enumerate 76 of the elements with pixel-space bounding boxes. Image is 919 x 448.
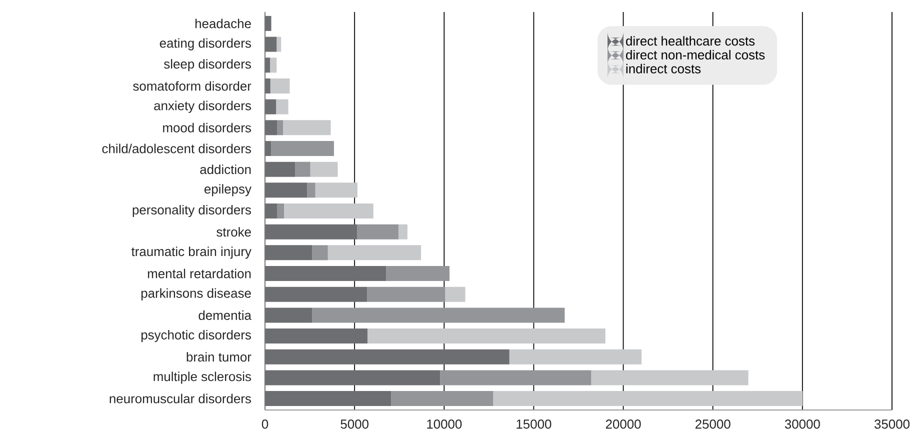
y-tick-label: anxiety disorders <box>154 100 251 113</box>
bar <box>277 204 284 219</box>
y-tick-label: eating disorders <box>160 38 251 50</box>
bar <box>270 78 290 94</box>
y-tick-label: traumatic brain injury <box>131 246 252 259</box>
bar <box>315 182 358 198</box>
bar <box>265 391 392 406</box>
bar <box>265 120 278 136</box>
bar <box>265 224 358 240</box>
bar <box>398 224 408 240</box>
legend-label: direct non-medical costs <box>626 50 765 60</box>
y-tick-label: stroke <box>216 227 251 237</box>
bar <box>493 391 803 406</box>
bar <box>265 36 277 52</box>
bar <box>440 370 592 386</box>
bar <box>265 16 272 31</box>
bar <box>271 140 334 156</box>
bar <box>265 204 278 219</box>
x-tick-label: 25000 <box>696 420 730 429</box>
y-tick-label: personality disorders <box>132 204 251 218</box>
bar <box>270 58 277 73</box>
bar <box>276 36 282 52</box>
y-tick-label: somatoform disorder <box>133 81 252 91</box>
legend-label: indirect costs <box>626 64 701 74</box>
bar <box>386 266 450 282</box>
x-tick-label: 35000 <box>874 420 910 429</box>
bar <box>591 370 748 386</box>
bar <box>265 182 308 198</box>
y-tick-label: multiple sclerosis <box>154 372 251 384</box>
bar <box>265 328 368 344</box>
x-tick-label: 0 <box>262 420 268 429</box>
bar <box>265 99 276 114</box>
y-tick-label: addiction <box>200 164 251 174</box>
bar <box>265 286 368 302</box>
bar <box>367 286 446 302</box>
bar <box>265 78 270 94</box>
x-tick-label: 10000 <box>427 420 462 429</box>
y-tick-label: mental retardation <box>148 268 251 278</box>
x-tick-label: 20000 <box>606 420 641 429</box>
bar <box>265 162 296 177</box>
y-tick-label: dementia <box>198 310 252 320</box>
bar <box>509 349 642 364</box>
legend-label: direct healthcare costs <box>626 36 755 46</box>
bar <box>295 162 310 177</box>
bar <box>312 245 328 260</box>
bar <box>310 162 338 177</box>
bar <box>284 204 374 219</box>
bar <box>328 245 422 260</box>
y-tick-label: epilepsy <box>204 184 252 196</box>
bar <box>265 58 270 73</box>
y-tick-label: psychotic disorders <box>141 330 251 342</box>
bar <box>367 328 606 344</box>
bar <box>283 120 331 136</box>
bar <box>312 308 565 323</box>
bar <box>265 245 312 260</box>
bar <box>391 391 494 406</box>
bar <box>445 286 466 302</box>
x-tick-label: 15000 <box>516 420 552 429</box>
bar <box>276 99 288 114</box>
bar <box>307 182 316 198</box>
x-tick-label: 5000 <box>340 420 368 429</box>
y-tick-label: neuromuscular disorders <box>110 394 251 404</box>
y-tick-label: brain tumor <box>186 352 252 362</box>
bar <box>265 308 312 323</box>
y-tick-label: parkinsons disease <box>141 288 251 300</box>
y-tick-label: sleep disorders <box>164 59 251 72</box>
y-tick-label: headache <box>195 18 251 28</box>
x-tick-label: 30000 <box>784 420 820 429</box>
bar <box>265 266 386 282</box>
bar <box>277 120 284 136</box>
bar <box>265 370 440 386</box>
bar <box>265 349 510 364</box>
y-tick-label: mood disorders <box>163 122 251 132</box>
y-tick-label: child/adolescent disorders <box>102 144 251 154</box>
bar <box>357 224 398 240</box>
bar <box>265 140 272 156</box>
